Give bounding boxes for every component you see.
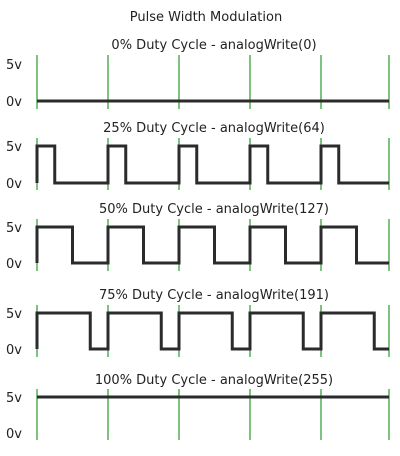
pwm-panel: 100% Duty Cycle - analogWrite(255) 5v 0v [6,373,390,442]
pwm-panel: 75% Duty Cycle - analogWrite(191) 5v 0v [6,288,390,358]
panel-title: 25% Duty Cycle - analogWrite(64) [103,121,325,136]
high-level-label: 5v [6,307,22,322]
panel-title: 100% Duty Cycle - analogWrite(255) [95,373,333,388]
pwm-panel: 50% Duty Cycle - analogWrite(127) 5v 0v [6,202,390,272]
pwm-waveform [35,144,389,185]
pwm-panel: 25% Duty Cycle - analogWrite(64) 5v 0v [6,121,390,192]
high-level-label: 5v [6,58,22,73]
pwm-panel: 0% Duty Cycle - analogWrite(0) 5v 0v [6,38,390,110]
high-level-label: 5v [6,140,22,155]
low-level-label: 0v [6,177,22,192]
panel-title: 50% Duty Cycle - analogWrite(127) [99,202,329,217]
low-level-label: 0v [6,95,22,110]
low-level-label: 0v [6,343,22,358]
panel-title: 75% Duty Cycle - analogWrite(191) [99,288,329,303]
panel-title: 0% Duty Cycle - analogWrite(0) [111,38,316,53]
pwm-waveform [35,311,389,351]
low-level-label: 0v [6,427,22,442]
high-level-label: 5v [6,221,22,236]
low-level-label: 0v [6,257,22,272]
diagram-title: Pulse Width Modulation [130,10,282,25]
high-level-label: 5v [6,391,22,406]
pwm-waveform [35,225,389,265]
